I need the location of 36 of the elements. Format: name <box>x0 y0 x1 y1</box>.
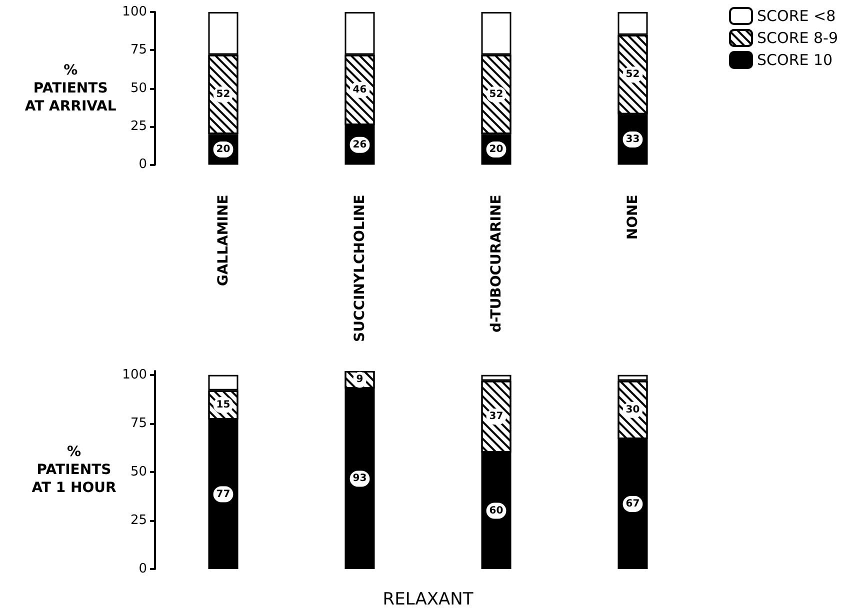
y-tick-label: 0 <box>138 562 147 576</box>
data-label: 60 <box>489 505 504 516</box>
data-label: 30 <box>626 404 640 416</box>
data-label: 67 <box>626 498 640 510</box>
data-label: 20 <box>216 144 230 155</box>
data-label: 37 <box>489 411 504 422</box>
data-label: 52 <box>489 88 504 100</box>
data-label: 52 <box>626 69 640 80</box>
x-tick-label: d-TUBOCURARINE <box>488 194 504 333</box>
y-tick-label: 25 <box>130 512 147 528</box>
y-tick-label: 75 <box>130 416 147 431</box>
data-label: 26 <box>352 139 367 150</box>
data-label: 93 <box>352 473 367 484</box>
data-label: 33 <box>626 134 640 146</box>
y-axis-title: % PATIENTS AT 1 HOUR <box>32 444 116 496</box>
y-tick-label: 100 <box>122 4 147 20</box>
data-label: 52 <box>216 88 230 100</box>
data-label: 15 <box>216 399 230 410</box>
y-tick-label: 75 <box>130 42 147 58</box>
y-tick-label: 50 <box>130 464 147 480</box>
y-tick-label: 25 <box>130 119 147 134</box>
x-tick-label: GALLAMINE <box>215 194 232 286</box>
x-axis-title: RELAXANT <box>382 590 474 610</box>
x-tick-label: NONE <box>624 194 641 240</box>
data-label: 20 <box>489 144 504 155</box>
y-tick-label: 100 <box>122 367 147 382</box>
legend-label: SCORE 10 <box>757 51 833 69</box>
y-axis-title: % PATIENTS AT ARRIVAL <box>24 62 116 114</box>
data-label: 77 <box>216 488 230 500</box>
y-tick-label: 0 <box>138 157 147 172</box>
legend-label: SCORE <8 <box>757 7 836 25</box>
y-tick-label: 50 <box>130 80 147 96</box>
data-label: 46 <box>352 84 367 96</box>
data-label: 9 <box>356 374 364 386</box>
x-tick-label: SUCCINYLCHOLINE <box>352 194 368 342</box>
legend-label: SCORE 8-9 <box>757 29 838 47</box>
